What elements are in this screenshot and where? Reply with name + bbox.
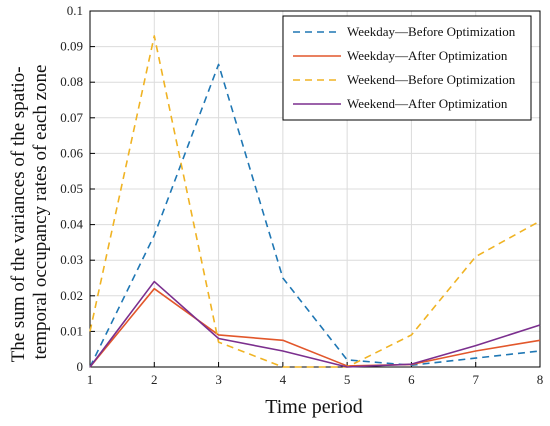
y-tick-label: 0.07	[60, 110, 83, 125]
y-tick-label: 0.1	[67, 3, 83, 18]
y-axis-label-line-1: The sum of the variances of the spatio-	[8, 66, 29, 362]
x-tick-label: 6	[408, 372, 415, 387]
legend-label: Weekday—After Optimization	[347, 48, 508, 63]
legend-label: Weekend—Before Optimization	[347, 72, 516, 87]
series-lines	[89, 35, 541, 368]
x-axis-label: Time period	[265, 396, 363, 418]
y-axis-label: The sum of the variances of the spatio- …	[8, 62, 51, 363]
y-tick-label: 0.09	[60, 39, 83, 54]
x-tick-label: 4	[280, 372, 287, 387]
x-tick-label: 5	[344, 372, 351, 387]
y-axis-label-line-2: temporal occupancy rates of each zone	[30, 65, 51, 360]
x-tick-label: 8	[537, 372, 544, 387]
legend-label: Weekday—Before Optimization	[347, 24, 516, 39]
x-tick-label: 2	[151, 372, 158, 387]
legend-label: Weekend—After Optimization	[347, 96, 508, 111]
y-tick-label: 0.08	[60, 74, 83, 89]
axis-ticks: 1 2 3 4 5 6 7 8 0 0.01 0.02 0.03 0.04 0.05 0.06 0.07 0.0…	[60, 3, 543, 387]
series-line-2	[89, 287, 541, 368]
y-tick-label: 0.01	[60, 323, 83, 338]
x-tick-label: 1	[87, 372, 94, 387]
y-tick-label: 0.06	[60, 145, 83, 160]
y-tick-label: 0.03	[60, 252, 83, 267]
y-tick-label: 0.05	[60, 181, 83, 196]
x-tick-label: 7	[472, 372, 479, 387]
legend-box	[282, 15, 532, 121]
series-line-3	[89, 35, 541, 368]
series-line-4	[89, 280, 541, 368]
y-tick-label: 0	[77, 359, 84, 374]
series-line-1	[89, 63, 541, 368]
y-tick-label: 0.04	[60, 217, 83, 232]
legend: Weekday—Before Optimization Weekday—After…	[282, 15, 532, 121]
x-tick-label: 3	[215, 372, 222, 387]
y-tick-label: 0.02	[60, 288, 83, 303]
